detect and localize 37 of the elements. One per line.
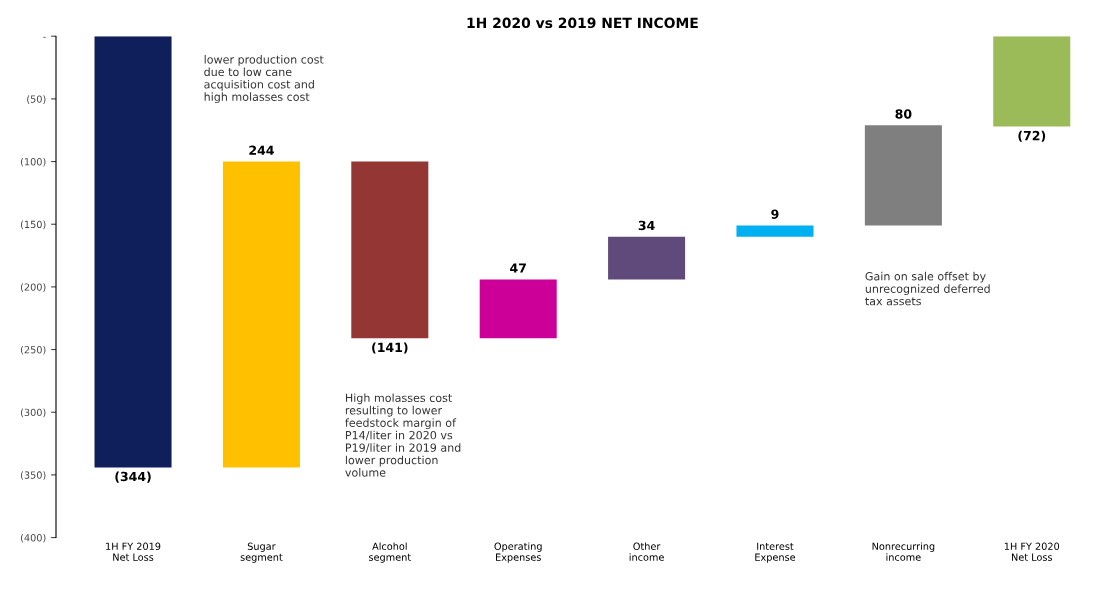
- data-label: 34: [638, 220, 655, 231]
- bar: [222, 161, 300, 468]
- data-label: 9: [771, 209, 779, 219]
- y-tick-label: (150): [20, 220, 46, 230]
- x-tick-label: Nonrecurring income: [872, 542, 935, 561]
- y-tick-label: (400): [20, 533, 46, 543]
- bar: [736, 225, 814, 237]
- bar: [993, 36, 1071, 127]
- annotation: Gain on sale offset by unrecognized deferred tax assets: [865, 271, 990, 306]
- annotation: lower production cost due to low cane acquisition cost and high molasses cost: [204, 55, 324, 104]
- y-tick-label: (300): [20, 408, 46, 418]
- bar: [351, 161, 429, 339]
- x-tick-label: Sugar segment: [240, 542, 283, 563]
- x-tick-label: Operating Expenses: [494, 542, 542, 563]
- annotation: High molasses cost resulting to lower feedstock margin of P14/liter in 2020 vs P19/liter in 2019 and lower production volume: [345, 393, 461, 477]
- data-label: 244: [249, 145, 274, 155]
- bar: [608, 236, 686, 280]
- data-label: (141): [372, 342, 408, 354]
- bar: [479, 279, 557, 339]
- x-tick-label: 1H FY 2020 Net Loss: [1004, 542, 1060, 561]
- y-tick-label: (350): [20, 471, 46, 480]
- y-tick-label: (250): [20, 345, 46, 355]
- x-tick-label: Interest Expense: [755, 542, 796, 563]
- data-label: 80: [895, 109, 912, 119]
- data-label: (344): [115, 471, 151, 483]
- y-tick-label: (100): [20, 157, 46, 167]
- bar: [864, 125, 942, 226]
- x-tick-label: Alcohol segment: [369, 542, 411, 563]
- x-tick-label: Other income: [629, 542, 664, 561]
- bar: [94, 36, 172, 468]
- y-tick-label: (50): [27, 95, 46, 104]
- chart-title: 1H 2020 vs 2019 NET INCOME: [467, 17, 698, 29]
- x-tick-label: 1H FY 2019 Net Loss: [106, 542, 161, 561]
- data-label: (72): [1018, 130, 1046, 142]
- y-tick-label: -: [43, 36, 46, 38]
- data-label: 47: [510, 263, 526, 273]
- y-tick-label: (200): [20, 283, 46, 292]
